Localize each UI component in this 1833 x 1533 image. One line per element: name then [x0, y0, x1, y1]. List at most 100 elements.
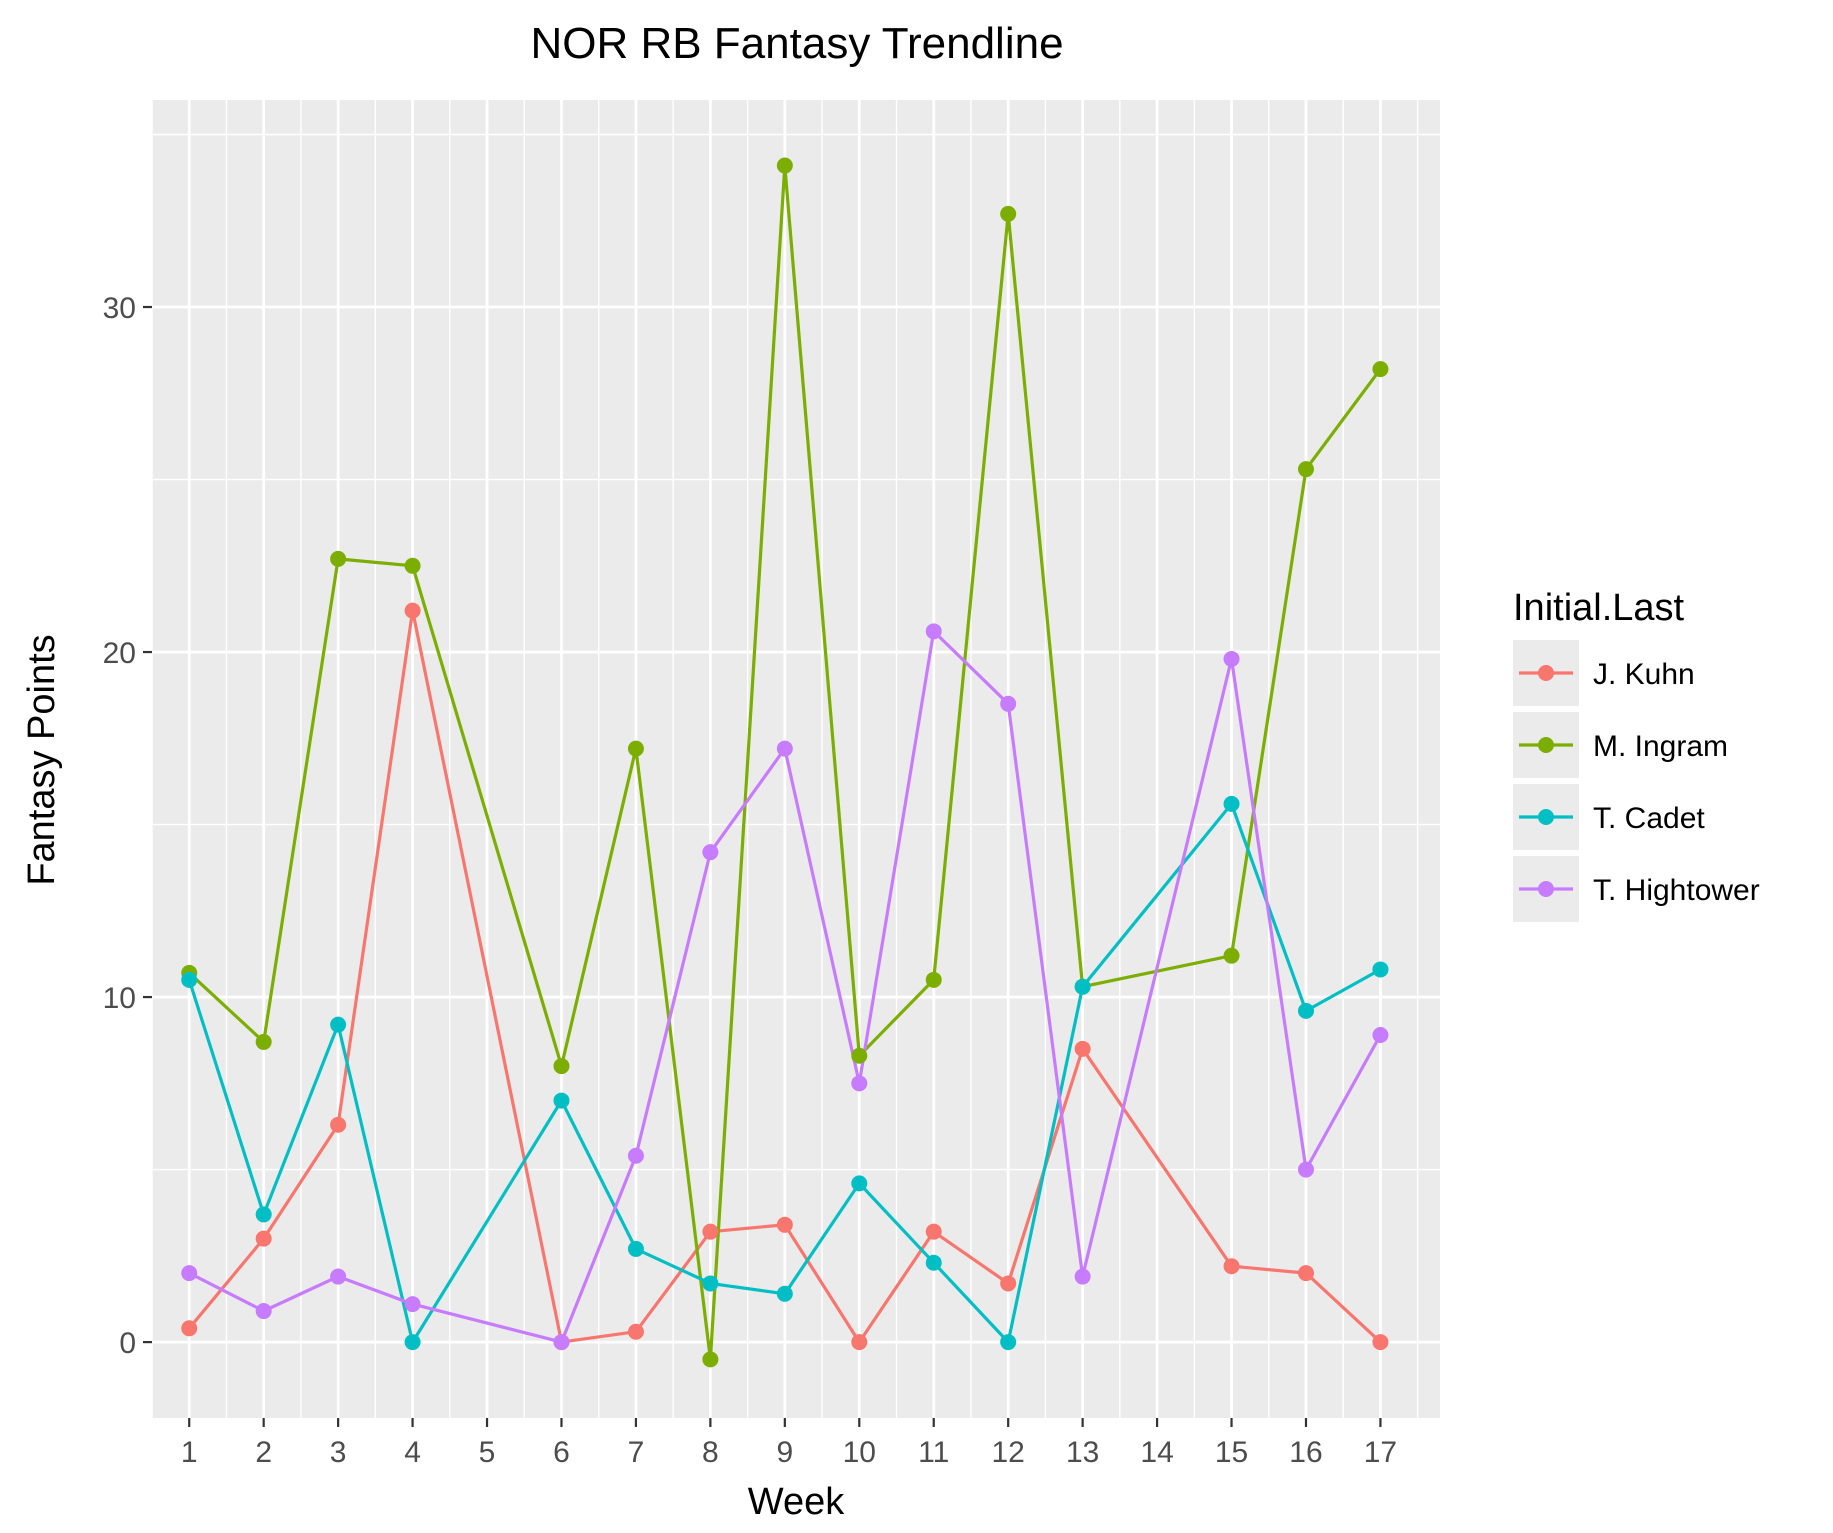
data-point: [1297, 461, 1314, 478]
y-axis: 0 10 20 30: [103, 292, 152, 1360]
legend-item: M. Ingram: [1513, 712, 1728, 778]
data-point: [702, 1275, 719, 1292]
data-point: [851, 1175, 868, 1192]
data-point: [1223, 795, 1240, 812]
grid-minor-horizontal: [152, 133, 1440, 1171]
grid-minor-vertical: [151, 100, 1419, 1418]
x-tick-label: 1: [181, 1436, 198, 1469]
data-point: [1000, 1334, 1017, 1351]
data-point: [404, 1334, 421, 1351]
data-point: [776, 1285, 793, 1302]
x-tick-label: 6: [553, 1436, 570, 1469]
data-point: [1074, 1040, 1091, 1057]
data-point: [627, 1323, 644, 1340]
x-axis-title: Week: [748, 1481, 845, 1523]
data-point: [776, 1216, 793, 1233]
data-point: [925, 971, 942, 988]
y-tick-label: 30: [103, 292, 136, 325]
x-tick-label: 15: [1215, 1436, 1248, 1469]
data-point: [1223, 947, 1240, 964]
data-point: [1223, 1258, 1240, 1275]
legend-item: T. Cadet: [1513, 784, 1705, 850]
legend-label: T. Hightower: [1593, 874, 1760, 907]
x-tick-label: 3: [330, 1436, 347, 1469]
data-point: [404, 1296, 421, 1313]
data-point: [1000, 1275, 1017, 1292]
legend-key-point: [1538, 809, 1554, 825]
data-point: [553, 1058, 570, 1075]
data-point: [330, 550, 347, 567]
grid-major-vertical: [187, 100, 1382, 1418]
data-point: [702, 844, 719, 861]
x-tick-label: 7: [628, 1436, 645, 1469]
data-point: [1372, 1334, 1389, 1351]
legend-key-point: [1538, 737, 1554, 753]
legend-item: T. Hightower: [1513, 856, 1760, 922]
data-point: [702, 1223, 719, 1240]
y-tick-label: 20: [103, 637, 136, 670]
x-axis: 1 2 3 4 5 6 7 8 9 10 11 12 13 14 15 16 17: [181, 1418, 1397, 1469]
data-point: [925, 1254, 942, 1271]
legend-title: Initial.Last: [1513, 587, 1685, 629]
x-tick-label: 13: [1066, 1436, 1099, 1469]
chart-title: NOR RB Fantasy Trendline: [530, 19, 1063, 68]
legend-label: M. Ingram: [1593, 730, 1728, 763]
data-point: [404, 602, 421, 619]
y-axis-title: Fantasy Points: [21, 634, 63, 885]
data-point: [553, 1334, 570, 1351]
x-tick-label: 9: [776, 1436, 793, 1469]
data-point: [851, 1075, 868, 1092]
data-point: [627, 1240, 644, 1257]
data-point: [1372, 361, 1389, 378]
x-tick-label: 11: [918, 1436, 949, 1469]
legend-item: J. Kuhn: [1513, 640, 1695, 706]
data-point: [1372, 1027, 1389, 1044]
data-point: [181, 971, 198, 988]
data-point: [702, 1351, 719, 1368]
plot-panel: [152, 100, 1440, 1418]
y-tick-label: 10: [103, 982, 136, 1015]
x-tick-label: 2: [255, 1436, 272, 1469]
data-point: [330, 1116, 347, 1133]
data-point: [1223, 650, 1240, 667]
data-point: [330, 1016, 347, 1033]
data-point: [1372, 961, 1389, 978]
data-point: [1000, 205, 1017, 222]
data-point: [330, 1268, 347, 1285]
data-point: [925, 623, 942, 640]
x-tick-label: 8: [702, 1436, 719, 1469]
data-point: [255, 1303, 272, 1320]
legend-label: J. Kuhn: [1593, 658, 1695, 691]
data-point: [1297, 1265, 1314, 1282]
x-tick-label: 17: [1364, 1436, 1397, 1469]
data-point: [1074, 978, 1091, 995]
data-point: [925, 1223, 942, 1240]
data-point: [776, 740, 793, 757]
data-point: [255, 1206, 272, 1223]
data-point: [627, 740, 644, 757]
y-tick-label: 0: [119, 1327, 136, 1360]
data-point: [181, 1320, 198, 1337]
legend: Initial.Last J. Kuhn M. Ingram T. Cadet T. …: [1513, 587, 1760, 922]
x-tick-label: 12: [991, 1436, 1024, 1469]
legend-label: T. Cadet: [1593, 802, 1705, 835]
legend-key-point: [1538, 665, 1554, 681]
data-point: [255, 1230, 272, 1247]
data-point: [1074, 1268, 1091, 1285]
x-tick-label: 16: [1289, 1436, 1322, 1469]
data-point: [1297, 1002, 1314, 1019]
data-point: [553, 1092, 570, 1109]
series-points: [181, 157, 1389, 1368]
data-point: [851, 1047, 868, 1064]
data-point: [1297, 1161, 1314, 1178]
x-tick-label: 14: [1140, 1436, 1173, 1469]
x-tick-label: 10: [843, 1436, 876, 1469]
x-tick-label: 4: [404, 1436, 421, 1469]
data-point: [1000, 695, 1017, 712]
data-point: [181, 1265, 198, 1282]
data-point: [776, 157, 793, 174]
legend-key-point: [1538, 881, 1554, 897]
data-point: [255, 1033, 272, 1050]
data-point: [851, 1334, 868, 1351]
